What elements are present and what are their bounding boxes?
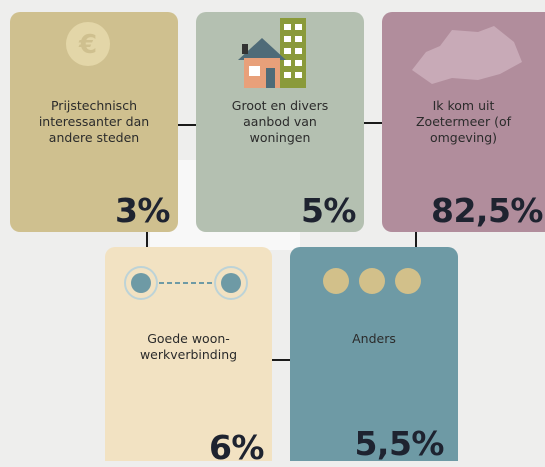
card-value: 5% <box>300 191 357 230</box>
connector <box>362 122 384 124</box>
card-value: 6% <box>208 428 265 467</box>
card-value: 3% <box>114 191 171 230</box>
house-icon <box>238 18 306 88</box>
label-line: Goede woon- <box>147 331 230 346</box>
card-label: Groot en divers aanbod van woningen <box>196 98 364 146</box>
card-label: Prijstechnisch interessanter dan andere … <box>10 98 178 146</box>
connector <box>146 230 148 249</box>
euro-icon: € <box>66 22 110 66</box>
label-line: Prijstechnisch <box>50 98 137 113</box>
card-label: Anders <box>290 331 458 347</box>
label-line: Anders <box>352 331 396 346</box>
card-label: Ik kom uit Zoetermeer (of omgeving) <box>382 98 545 146</box>
dots-icon <box>323 268 421 294</box>
map-icon <box>412 26 522 84</box>
card: Anders 5,5% <box>290 247 458 463</box>
card: Goede woon- werkverbinding 6% <box>105 247 272 467</box>
card: € Prijstechnisch interessanter dan ander… <box>10 12 178 232</box>
connector <box>270 359 292 361</box>
label-line: werkverbinding <box>139 347 238 362</box>
svg-text:€: € <box>78 30 97 60</box>
label-line: woningen <box>249 130 311 145</box>
connection-icon <box>124 266 248 300</box>
label-line: andere steden <box>48 130 140 145</box>
card-value: 5,5% <box>354 424 444 463</box>
label-line: Zoetermeer (of <box>415 114 511 129</box>
card-value: 82,5% <box>431 191 544 230</box>
card-label: Goede woon- werkverbinding <box>105 331 272 363</box>
label-line: Ik kom uit <box>432 98 495 113</box>
label-line: aanbod van <box>243 114 317 129</box>
card: Ik kom uit Zoetermeer (of omgeving) 82,5… <box>382 12 545 232</box>
connector <box>415 230 417 249</box>
card: Groot en divers aanbod van woningen 5% <box>196 12 364 232</box>
connector <box>176 124 198 126</box>
label-line: omgeving) <box>429 130 498 145</box>
label-line: interessanter dan <box>38 114 150 129</box>
label-line: Groot en divers <box>231 98 329 113</box>
